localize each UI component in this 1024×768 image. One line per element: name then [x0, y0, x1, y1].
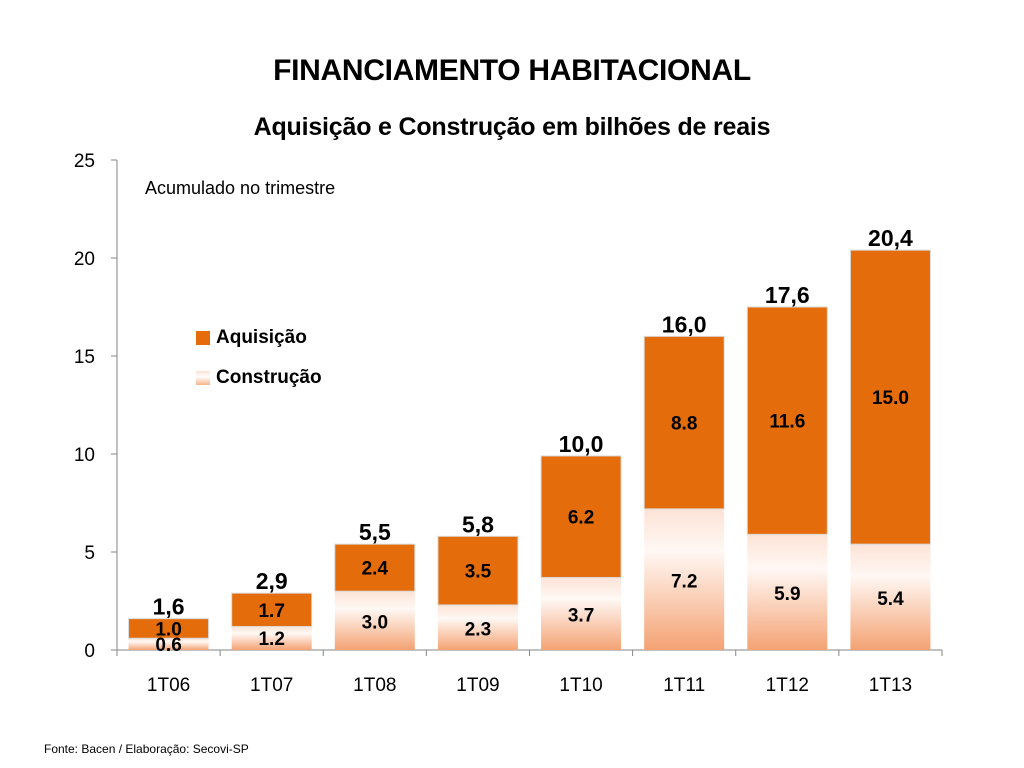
source-note: Fonte: Bacen / Elaboração: Secovi-SP: [44, 742, 249, 756]
data-label-construcao: 5.9: [774, 584, 800, 605]
data-label-total: 10,0: [559, 431, 604, 457]
x-tick-label: 1T10: [559, 675, 602, 696]
bar-segment-construcao: [334, 591, 415, 650]
bar-segment-construcao: [541, 577, 622, 650]
data-label-construcao: 5.4: [877, 589, 904, 610]
bar-segment-aquisicao: [849, 249, 931, 545]
x-tick-label: 1T12: [766, 675, 809, 696]
legend-label-construcao: Construção: [216, 367, 322, 388]
y-tick-label: 5: [84, 543, 95, 564]
data-label-aquisicao: 1.7: [258, 601, 284, 622]
data-label-construcao: 2.3: [465, 619, 491, 640]
legend-item-aquisicao: Aquisição: [196, 326, 322, 350]
legend-label-aquisicao: Aquisição: [216, 327, 307, 348]
data-label-total: 20,4: [868, 225, 913, 251]
bar-segment-aquisicao: [643, 335, 725, 510]
data-label-aquisicao: 2.4: [362, 559, 389, 580]
bar-segment-construcao: [128, 638, 209, 650]
bar-segment-construcao: [437, 604, 518, 650]
bar-segment-construcao: [850, 544, 931, 650]
legend: Aquisição Construção: [196, 326, 322, 406]
data-label-total: 5,5: [359, 519, 391, 545]
data-label-total: 17,6: [765, 282, 810, 308]
legend-item-construcao: Construção: [196, 366, 322, 390]
chart-title: FINANCIAMENTO HABITACIONAL: [273, 54, 751, 87]
bar-segment-aquisicao: [437, 535, 519, 606]
data-labels: 1T06 0.61.01,6 1T07 1.2 1.7 2,9 1T08 3.0 2.4 5,5 1…: [147, 225, 913, 696]
y-tick-label: 25: [74, 151, 95, 172]
x-tick-label: 1T11: [663, 675, 705, 696]
data-label-total: 2,9: [256, 568, 288, 594]
y-tick-label: 20: [74, 249, 95, 270]
chart-subtitle: Aquisição e Construção em bilhões de rea…: [253, 113, 771, 141]
legend-swatch-construcao: [196, 371, 210, 385]
data-label-total: 16,0: [662, 311, 707, 337]
data-label-total: 1,6: [153, 594, 185, 620]
y-tick-label: 15: [74, 347, 95, 368]
y-tick-label: 0: [84, 641, 95, 662]
bar-segment-construcao: [231, 626, 312, 650]
legend-swatch-aquisicao: [196, 331, 210, 345]
bar-segment-aquisicao: [540, 455, 622, 578]
data-label-aquisicao: 15.0: [872, 388, 909, 409]
data-label-construcao: 3.7: [568, 606, 594, 627]
bar-segment-construcao: [644, 508, 725, 650]
bar-segment-aquisicao: [128, 618, 210, 639]
x-tick-label: 1T09: [456, 675, 499, 696]
data-label-aquisicao: 3.5: [465, 562, 492, 583]
bar-segment-aquisicao: [334, 543, 416, 592]
x-tick-label: 1T06: [147, 675, 190, 696]
data-label-aquisicao: 1.0: [155, 619, 181, 640]
data-label-construcao: 0.6: [155, 635, 181, 656]
data-label-construcao: 3.0: [362, 613, 388, 634]
x-tick-label: 1T08: [353, 675, 396, 696]
bar-segment-aquisicao: [231, 592, 313, 627]
y-tick-label: 10: [74, 445, 95, 466]
data-label-aquisicao: 6.2: [568, 508, 594, 529]
x-tick-label: 1T13: [869, 675, 912, 696]
x-tick-label: 1T07: [250, 675, 293, 696]
bar-segment-aquisicao: [746, 306, 828, 535]
data-label-aquisicao: 8.8: [671, 414, 697, 435]
bar-segment-construcao: [747, 534, 828, 650]
data-label-total: 5,8: [462, 511, 494, 537]
data-label-aquisicao: 11.6: [769, 412, 805, 433]
chart-annotation: Acumulado no trimestre: [145, 178, 336, 198]
data-label-construcao: 7.2: [671, 571, 697, 592]
data-label-construcao: 1.2: [258, 629, 284, 650]
bars: [128, 249, 931, 650]
